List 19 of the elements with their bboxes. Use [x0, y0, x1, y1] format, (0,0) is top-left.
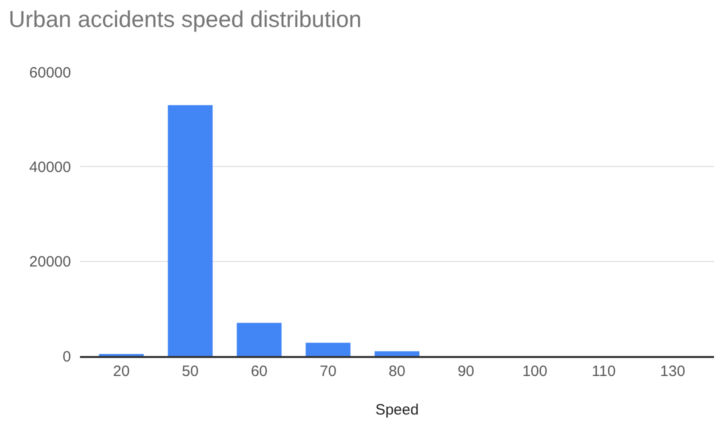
x-axis-title: Speed — [375, 401, 419, 418]
y-tick-label: 0 — [62, 348, 71, 366]
y-tick-label: 60000 — [29, 64, 71, 82]
x-tick-label: 130 — [660, 362, 686, 380]
x-tick-label: 70 — [320, 362, 336, 380]
y-tick-label: 40000 — [29, 158, 71, 176]
bar — [236, 322, 282, 356]
chart-title: Urban accidents speed distribution — [8, 6, 362, 32]
bar — [374, 351, 420, 356]
bar — [168, 105, 213, 356]
bar — [306, 342, 350, 356]
x-tick-label: 110 — [592, 362, 616, 380]
x-tick-label: 100 — [522, 362, 548, 380]
x-tick-label: 20 — [113, 362, 130, 380]
x-tick-label: 90 — [458, 362, 474, 380]
x-tick-label: 50 — [182, 362, 199, 380]
y-tick-label: 20000 — [29, 254, 71, 271]
x-tick-label: 80 — [388, 362, 406, 380]
x-tick-label: 60 — [250, 362, 268, 380]
